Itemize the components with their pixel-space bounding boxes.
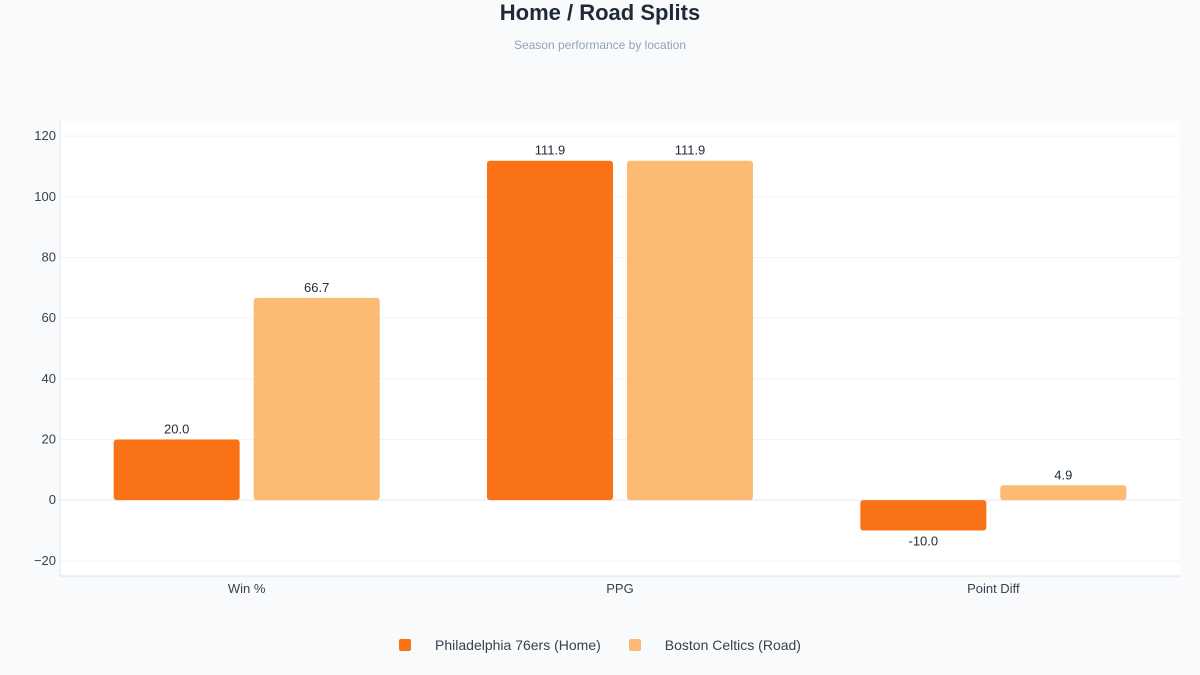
y-tick-label: 40	[42, 371, 56, 386]
y-tick-label: 60	[42, 310, 56, 325]
y-tick-label: 100	[34, 189, 56, 204]
legend-item-home[interactable]: Philadelphia 76ers (Home)	[399, 637, 601, 653]
legend-label-home: Philadelphia 76ers (Home)	[435, 637, 601, 653]
bar	[860, 500, 987, 531]
y-tick-label: −20	[34, 553, 56, 568]
data-label: 111.9	[535, 143, 566, 158]
data-label: 4.9	[1054, 467, 1072, 482]
legend-label-road: Boston Celtics (Road)	[664, 637, 801, 653]
legend: Philadelphia 76ers (Home) Boston Celtics…	[0, 637, 1200, 653]
y-tick-label: 80	[42, 250, 56, 265]
bar	[627, 160, 753, 501]
y-tick-label: 120	[34, 128, 56, 143]
data-label: 66.7	[304, 280, 329, 295]
legend-swatch-home	[399, 639, 412, 651]
plot-area	[60, 121, 1180, 576]
y-tick-label: 0	[49, 492, 56, 507]
x-tick-label: PPG	[606, 581, 633, 596]
legend-item-road[interactable]: Boston Celtics (Road)	[628, 637, 801, 653]
x-tick-label: Point Diff	[967, 581, 1020, 596]
bar	[1000, 485, 1127, 501]
bar	[487, 160, 613, 501]
bar	[113, 439, 240, 501]
data-label: 111.9	[675, 143, 706, 158]
bar	[253, 297, 380, 501]
y-tick-label: 20	[42, 432, 56, 447]
data-label: -10.0	[909, 534, 939, 549]
data-label: 20.0	[164, 422, 189, 437]
chart-subtitle: Season performance by location	[513, 38, 687, 52]
x-tick-label: Win %	[228, 581, 266, 596]
chart-title: Home / Road Splits	[499, 0, 701, 25]
legend-swatch-road	[628, 639, 641, 651]
